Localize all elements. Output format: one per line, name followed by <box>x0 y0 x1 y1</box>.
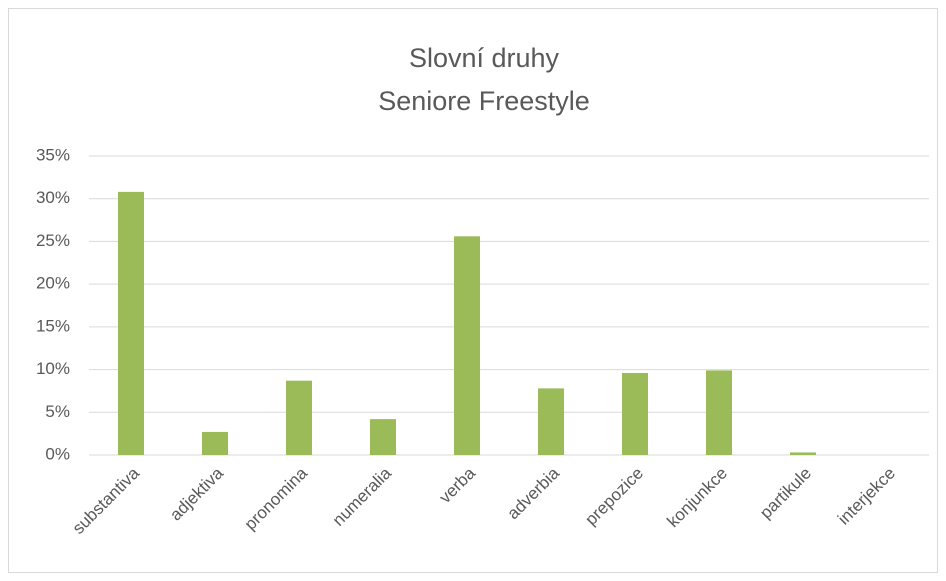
bar <box>286 380 312 455</box>
y-tick-label: 15% <box>36 316 70 335</box>
chart-title: Slovní druhy <box>409 43 560 73</box>
bar <box>202 431 228 455</box>
y-tick-label: 30% <box>36 188 70 207</box>
bar <box>454 236 480 455</box>
bar <box>370 419 396 455</box>
y-tick-label: 20% <box>36 274 70 293</box>
bar <box>538 388 564 455</box>
y-tick-label: 0% <box>45 444 70 463</box>
y-tick-label: 35% <box>36 145 70 164</box>
bar <box>706 370 732 455</box>
y-tick-label: 25% <box>36 231 70 250</box>
bar <box>790 452 816 455</box>
y-tick-label: 10% <box>36 359 70 378</box>
y-tick-label: 5% <box>45 402 70 421</box>
bar <box>118 191 144 455</box>
bar <box>622 372 648 455</box>
chart-subtitle: Seniore Freestyle <box>378 86 590 116</box>
